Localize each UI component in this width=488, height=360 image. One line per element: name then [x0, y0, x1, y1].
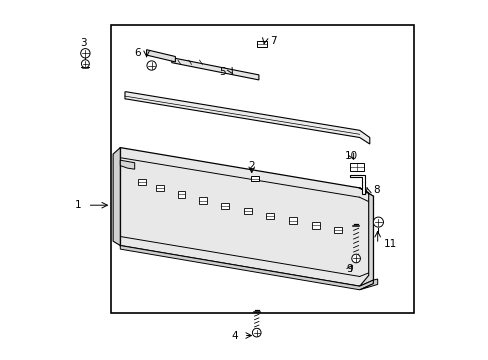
- Bar: [349, 163, 363, 171]
- Bar: [333, 227, 342, 233]
- Polygon shape: [120, 160, 134, 169]
- Polygon shape: [120, 246, 373, 290]
- Circle shape: [81, 60, 89, 68]
- Bar: [111, 25, 413, 313]
- Text: 6: 6: [134, 48, 141, 58]
- Circle shape: [81, 49, 90, 58]
- Text: 10: 10: [345, 150, 358, 161]
- Text: 5: 5: [219, 67, 225, 77]
- Text: 9: 9: [346, 264, 352, 274]
- Bar: [199, 197, 206, 204]
- Polygon shape: [171, 58, 258, 80]
- Bar: [177, 191, 185, 198]
- Polygon shape: [349, 175, 364, 194]
- Circle shape: [351, 254, 360, 263]
- Text: 8: 8: [373, 185, 379, 195]
- Bar: [250, 176, 258, 181]
- Bar: [256, 41, 266, 47]
- Polygon shape: [359, 279, 377, 290]
- Polygon shape: [146, 50, 175, 62]
- Circle shape: [252, 328, 261, 337]
- Bar: [266, 213, 274, 219]
- Circle shape: [146, 61, 156, 70]
- Polygon shape: [359, 188, 373, 286]
- Polygon shape: [125, 92, 369, 144]
- Bar: [311, 222, 319, 229]
- Circle shape: [373, 217, 383, 227]
- Bar: [138, 179, 145, 185]
- Bar: [156, 185, 163, 191]
- Polygon shape: [113, 148, 120, 246]
- Bar: [288, 217, 296, 224]
- Text: 11: 11: [383, 239, 396, 249]
- Text: 3: 3: [80, 38, 86, 48]
- Text: 1: 1: [75, 200, 81, 210]
- Text: 7: 7: [270, 36, 277, 46]
- Text: 2: 2: [248, 161, 254, 171]
- Bar: [220, 203, 228, 209]
- Bar: [244, 208, 251, 214]
- Polygon shape: [120, 148, 373, 286]
- Text: 4: 4: [231, 330, 238, 341]
